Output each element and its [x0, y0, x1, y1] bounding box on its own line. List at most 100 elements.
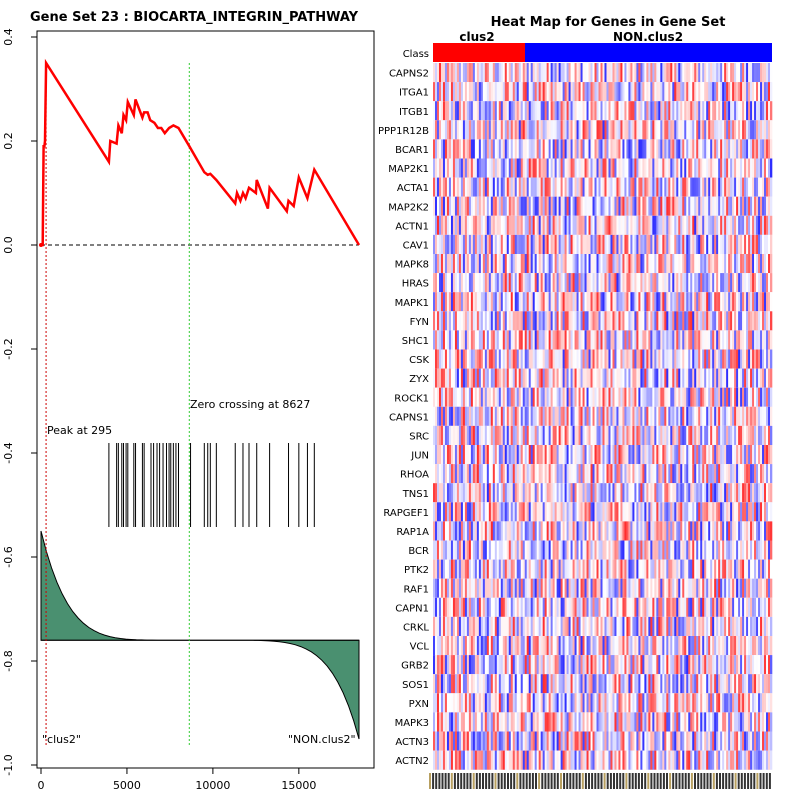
es-curve — [41, 58, 361, 247]
heatmap-cell — [490, 483, 494, 503]
heatmap-cell — [674, 311, 677, 331]
heatmap-cell — [566, 349, 569, 369]
heatmap-cell — [440, 292, 444, 312]
heatmap-cell — [460, 63, 464, 83]
heatmap-cell — [558, 120, 561, 140]
heatmap-cell — [638, 120, 641, 140]
heatmap-cell — [576, 483, 579, 503]
heatmap-cell — [690, 330, 693, 350]
heatmap-cell — [464, 120, 468, 140]
heatmap-cell — [606, 502, 609, 522]
heatmap-cell — [738, 387, 741, 407]
heatmap-cell — [728, 387, 731, 407]
heatmap-cell — [608, 406, 611, 426]
heatmap-cell — [626, 196, 629, 216]
heatmap-cell — [652, 578, 655, 598]
heatmap-cell — [520, 540, 524, 560]
heatmap-cell — [740, 445, 743, 465]
heatmap-cell — [550, 425, 553, 445]
heatmap-cell — [702, 292, 705, 312]
heatmap-cell — [640, 559, 643, 579]
heatmap-cell — [434, 120, 438, 140]
heatmap-cell — [660, 578, 663, 598]
heatmap-cell — [588, 502, 591, 522]
heatmap-cell — [546, 63, 549, 83]
heatmap-cell — [614, 215, 617, 235]
heatmap-cell — [744, 215, 747, 235]
heatmap-cell — [608, 120, 611, 140]
heatmap-cell — [640, 425, 643, 445]
heatmap-cell — [720, 215, 723, 235]
heatmap-cell — [462, 597, 466, 617]
heatmap-cell — [466, 273, 470, 293]
heatmap-cell — [638, 63, 641, 83]
heatmap-cell — [680, 311, 683, 331]
heatmap-cell — [622, 521, 625, 541]
heatmap-cell — [538, 254, 541, 274]
heatmap-cell — [662, 234, 665, 254]
heatmap-cell — [524, 63, 528, 83]
heatmap-cell — [556, 215, 559, 235]
heatmap-cell — [596, 540, 599, 560]
heatmap-cell — [544, 559, 547, 579]
heatmap-cell — [674, 254, 677, 274]
heatmap-cell — [622, 177, 625, 197]
heatmap-cell — [452, 597, 456, 617]
heatmap-cell — [546, 254, 549, 274]
heatmap-cell — [742, 578, 745, 598]
heatmap-cell — [748, 349, 751, 369]
heatmap-cell — [548, 349, 551, 369]
heatmap-cell — [554, 177, 557, 197]
heatmap-cell — [440, 254, 444, 274]
heatmap-cell — [768, 311, 771, 331]
heatmap-cell — [484, 445, 488, 465]
heatmap-cell — [438, 464, 442, 484]
heatmap-cell — [570, 63, 573, 83]
heatmap-cell — [610, 139, 613, 159]
heatmap-cell — [556, 578, 559, 598]
heatmap-cell — [496, 158, 500, 178]
heatmap-cell — [734, 101, 737, 121]
heatmap-cell — [668, 578, 671, 598]
heatmap-cell — [732, 559, 735, 579]
heatmap-cell — [600, 158, 603, 178]
heatmap-cell — [708, 483, 711, 503]
heatmap-cell — [586, 120, 589, 140]
heatmap-cell — [604, 292, 607, 312]
heatmap-cell — [738, 578, 741, 598]
heatmap-cell — [564, 311, 567, 331]
heatmap-cell — [496, 464, 500, 484]
heatmap-cell — [750, 292, 753, 312]
heatmap-cell — [660, 368, 663, 388]
heatmap-cell — [538, 368, 541, 388]
heatmap-cell — [718, 254, 721, 274]
heatmap-cell — [456, 177, 460, 197]
heatmap-cell — [770, 445, 773, 465]
heatmap-cell — [714, 521, 717, 541]
heatmap-cell — [746, 101, 749, 121]
heatmap-cell — [684, 368, 687, 388]
heatmap-cell — [568, 120, 571, 140]
heatmap-cell — [704, 578, 707, 598]
heatmap-cell — [492, 464, 496, 484]
heatmap-cell — [734, 273, 737, 293]
heatmap-cell — [530, 273, 533, 293]
heatmap-cell — [516, 445, 520, 465]
heatmap-cell — [658, 445, 661, 465]
heatmap-cell — [492, 139, 496, 159]
heatmap-cell — [484, 425, 488, 445]
heatmap-cell — [456, 234, 460, 254]
heatmap-cell — [602, 273, 605, 293]
heatmap-cell — [618, 483, 621, 503]
heatmap-cell — [562, 559, 565, 579]
heatmap-cell — [636, 158, 639, 178]
heatmap-cell — [602, 101, 605, 121]
heatmap-cell — [652, 196, 655, 216]
heatmap-cell — [628, 273, 631, 293]
heatmap-cell — [620, 63, 623, 83]
heatmap-cell — [604, 406, 607, 426]
heatmap-cell — [632, 139, 635, 159]
heatmap-cell — [656, 387, 659, 407]
heatmap-cell — [530, 464, 533, 484]
heatmap-cell — [452, 559, 456, 579]
